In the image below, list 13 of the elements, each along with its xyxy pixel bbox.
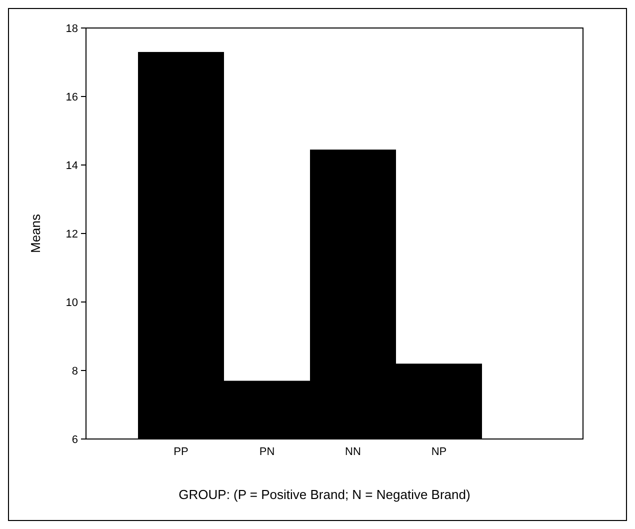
y-tick-label: 18: [66, 22, 78, 35]
y-tick-label: 8: [72, 365, 78, 378]
y-tick-label: 12: [66, 228, 78, 240]
x-tick-label: NP: [431, 446, 447, 458]
y-tick-label: 6: [72, 434, 78, 446]
y-tick-label: 14: [66, 160, 78, 172]
x-tick-label: NN: [345, 446, 361, 458]
y-tick-label: 10: [66, 296, 78, 309]
y-axis-title: Means: [28, 213, 43, 254]
x-tick-label: PN: [259, 446, 275, 458]
y-tick-label: 16: [66, 91, 78, 104]
x-axis-title: GROUP: (P = Positive Brand; N = Negative Brand): [178, 487, 470, 502]
x-tick-label: PP: [174, 446, 188, 458]
